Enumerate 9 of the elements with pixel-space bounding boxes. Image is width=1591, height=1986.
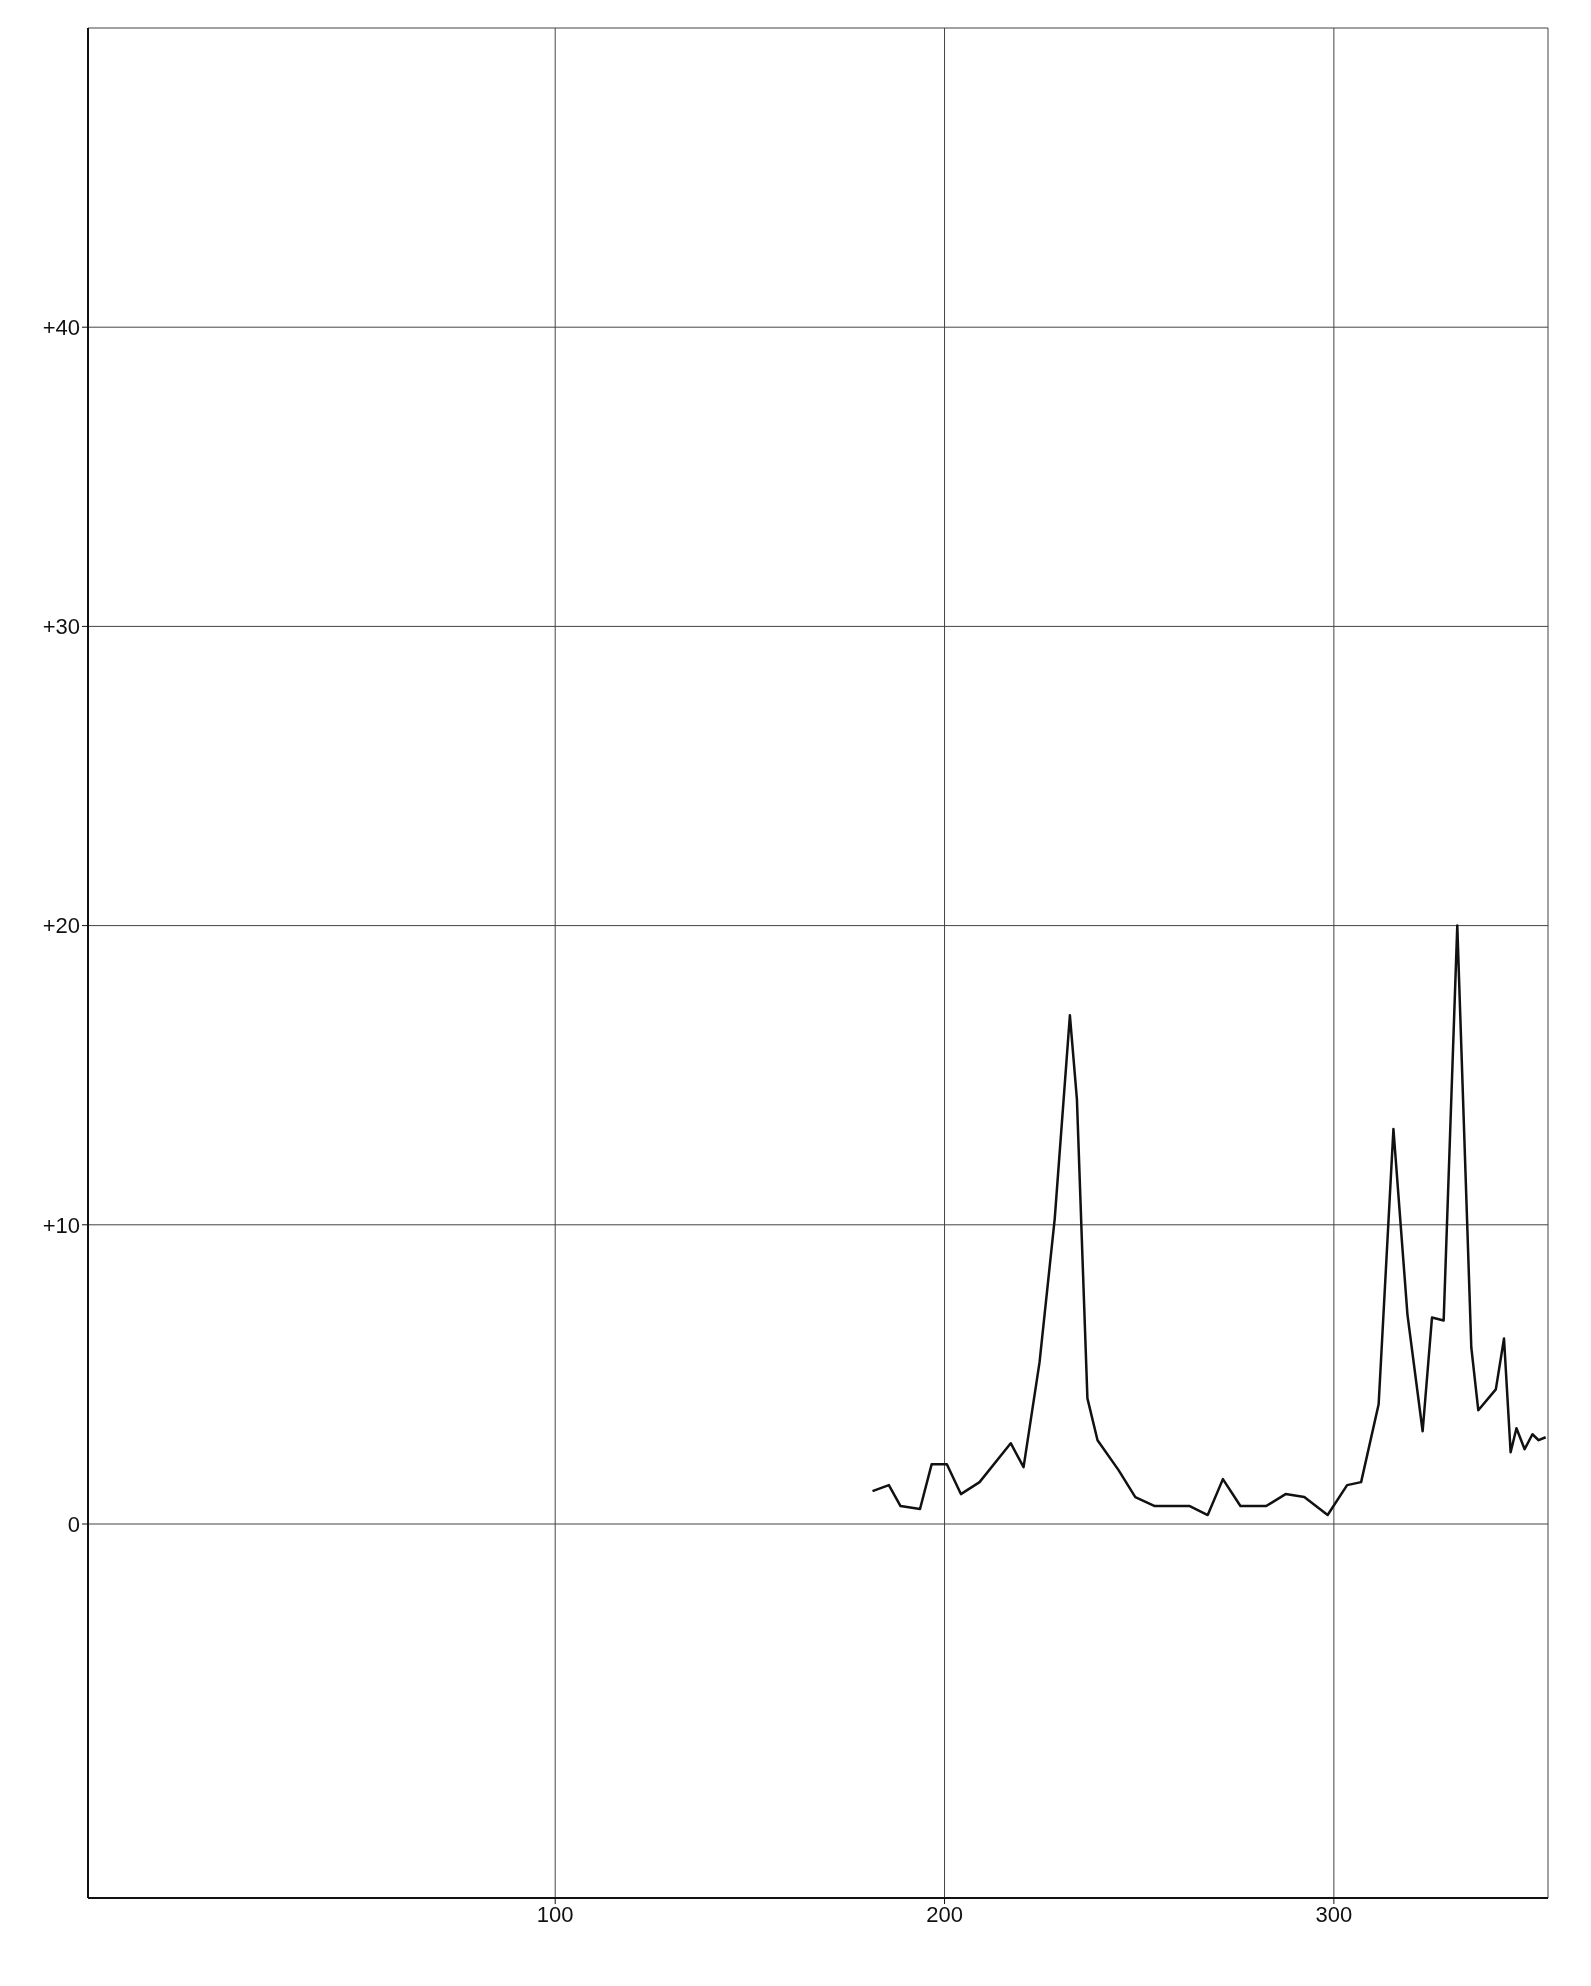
y-tick-label: +10 — [42, 1212, 80, 1238]
line-series — [871, 924, 1547, 1517]
x-tick-label: 200 — [926, 1901, 963, 1927]
y-tick-label: +40 — [42, 315, 80, 341]
y-tick-label: +20 — [42, 913, 80, 939]
x-tick-label: 100 — [536, 1901, 574, 1927]
y-tick-label: 0 — [67, 1511, 80, 1537]
x-tick-label: 300 — [1315, 1901, 1353, 1927]
y-tick-label: +30 — [42, 614, 80, 640]
